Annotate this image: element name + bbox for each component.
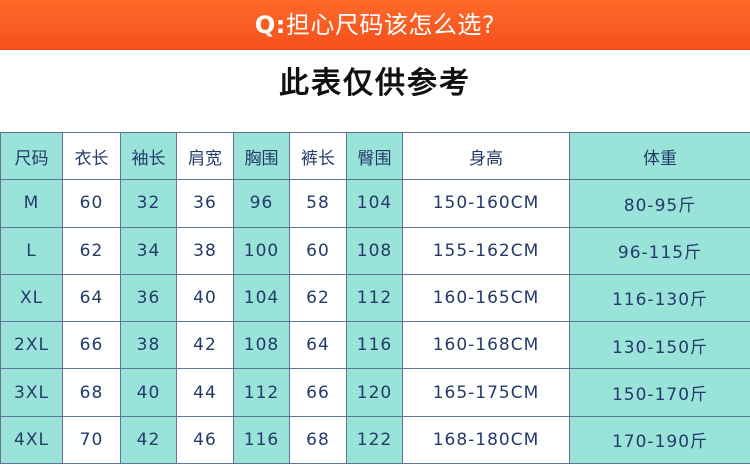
table-cell: 170-190斤	[569, 415, 750, 465]
table-cell: 64	[62, 273, 121, 323]
header-cell-sleeve: 袖长	[120, 131, 177, 181]
table-cell: 46	[176, 415, 234, 465]
table-cell: 66	[289, 368, 347, 417]
table-cell: 44	[176, 368, 234, 417]
header-banner: Q:担心尺码该怎么选?	[0, 0, 750, 50]
table-cell: 38	[176, 226, 234, 275]
table-cell: 3XL	[0, 368, 63, 417]
table-cell: 116-130斤	[569, 273, 750, 323]
table-header-row: 尺码 衣长 袖长 肩宽 胸围 裤长 臀围 身高 体重	[0, 131, 750, 181]
table-cell: 34	[120, 226, 177, 275]
table-cell: 96	[233, 179, 290, 228]
table-cell: 112	[233, 368, 290, 417]
table-cell: 160-165CM	[402, 273, 570, 323]
banner-title: Q:担心尺码该怎么选?	[0, 0, 750, 50]
header-cell-weight: 体重	[569, 131, 750, 181]
table-cell: 150-170斤	[569, 368, 750, 417]
table-cell: 66	[62, 321, 121, 370]
table-cell: 2XL	[0, 321, 63, 370]
table-cell: 100	[233, 226, 290, 275]
table-cell: 62	[289, 273, 347, 323]
table-cell: 108	[346, 226, 403, 275]
header-cell-height: 身高	[402, 131, 570, 181]
table-cell: 112	[346, 273, 403, 323]
table-cell: 36	[176, 179, 234, 228]
table-cell: 165-175CM	[402, 368, 570, 417]
table-row: 4XL 70 42 46 116 68 122 168-180CM 170-19…	[0, 415, 750, 465]
table-cell: 38	[120, 321, 177, 370]
table-cell: 116	[233, 415, 290, 465]
page-subtitle: 此表仅供参考	[279, 66, 471, 101]
header-cell-shoulder: 肩宽	[176, 131, 234, 181]
table-cell: 120	[346, 368, 403, 417]
table-cell: 60	[62, 179, 121, 228]
header-cell-chest: 胸围	[233, 131, 290, 181]
table-row: L 62 34 38 100 60 108 155-162CM 96-115斤	[0, 226, 750, 275]
table-cell: 42	[120, 415, 177, 465]
table-cell: 104	[233, 273, 290, 323]
size-chart-table: 尺码 衣长 袖长 肩宽 胸围 裤长 臀围 身高 体重 M 60 32 36 96…	[0, 131, 750, 465]
table-cell: 104	[346, 179, 403, 228]
table-cell: 168-180CM	[402, 415, 570, 465]
table-cell: 42	[176, 321, 234, 370]
table-cell: 36	[120, 273, 177, 323]
header-cell-pants-length: 裤长	[289, 131, 347, 181]
table-cell: 58	[289, 179, 347, 228]
table-row: 2XL 66 38 42 108 64 116 160-168CM 130-15…	[0, 321, 750, 370]
table-cell: 68	[289, 415, 347, 465]
table-cell: 155-162CM	[402, 226, 570, 275]
header-cell-size: 尺码	[0, 131, 63, 181]
banner-q-label: Q:	[254, 11, 286, 39]
table-cell: 70	[62, 415, 121, 465]
table-cell: 80-95斤	[569, 179, 750, 228]
table-cell: 108	[233, 321, 290, 370]
table-cell: 122	[346, 415, 403, 465]
table-cell: L	[0, 226, 63, 275]
table-cell: 150-160CM	[402, 179, 570, 228]
table-cell: 68	[62, 368, 121, 417]
banner-question: 担心尺码该怎么选?	[285, 11, 496, 39]
table-row: 3XL 68 40 44 112 66 120 165-175CM 150-17…	[0, 368, 750, 417]
table-cell: 160-168CM	[402, 321, 570, 370]
table-cell: 32	[120, 179, 177, 228]
table-cell: M	[0, 179, 63, 228]
table-cell: 130-150斤	[569, 321, 750, 370]
table-cell: 62	[62, 226, 121, 275]
table-cell: 96-115斤	[569, 226, 750, 275]
table-cell: 116	[346, 321, 403, 370]
table-cell: 60	[289, 226, 347, 275]
table-cell: 64	[289, 321, 347, 370]
table-cell: XL	[0, 273, 63, 323]
table-row: M 60 32 36 96 58 104 150-160CM 80-95斤	[0, 179, 750, 228]
header-cell-length: 衣长	[62, 131, 121, 181]
table-cell: 4XL	[0, 415, 63, 465]
table-cell: 40	[176, 273, 234, 323]
table-row: XL 64 36 40 104 62 112 160-165CM 116-130…	[0, 273, 750, 323]
table-cell: 40	[120, 368, 177, 417]
header-cell-hip: 臀围	[346, 131, 403, 181]
